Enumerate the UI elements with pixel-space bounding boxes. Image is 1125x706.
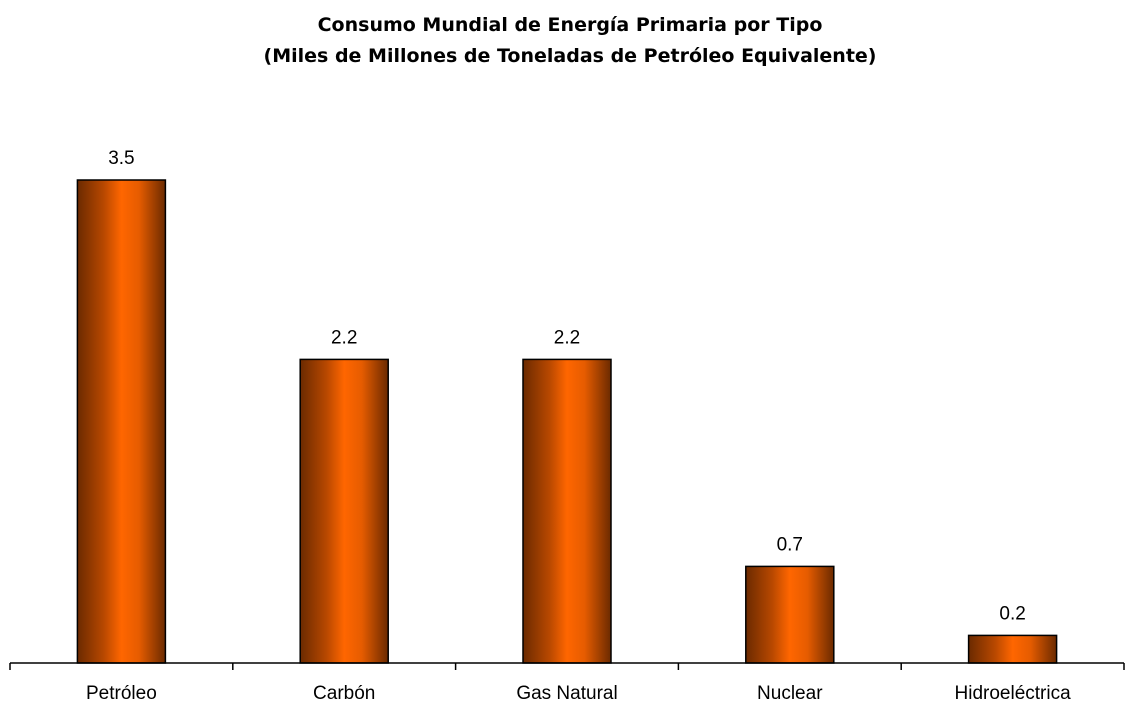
category-labels-group: Petróleo Carbón Gas Natural Nuclear Hidroelé… <box>86 683 1071 704</box>
data-label: 0.7 <box>777 534 803 555</box>
category-label: Nuclear <box>757 683 823 704</box>
category-label: Gas Natural <box>516 683 617 704</box>
bar <box>967 634 1058 664</box>
bar <box>76 179 167 664</box>
data-label: 3.5 <box>108 148 134 169</box>
data-label: 2.2 <box>554 327 580 348</box>
category-label: Petróleo <box>86 683 157 704</box>
bars-group <box>76 179 1058 664</box>
bar <box>299 358 389 664</box>
data-label: 2.2 <box>331 327 357 348</box>
data-labels-group: 3.5 2.2 2.2 0.7 0.2 <box>108 148 1026 624</box>
chart-title: Consumo Mundial de Energía Primaria por … <box>318 14 823 36</box>
x-axis <box>9 662 1125 670</box>
category-label: Carbón <box>313 683 375 704</box>
bar <box>745 565 835 664</box>
category-label: Hidroeléctrica <box>955 683 1072 704</box>
chart-subtitle: (Miles de Millones de Toneladas de Petró… <box>264 45 877 67</box>
bar <box>522 358 612 664</box>
data-label: 0.2 <box>999 603 1025 624</box>
